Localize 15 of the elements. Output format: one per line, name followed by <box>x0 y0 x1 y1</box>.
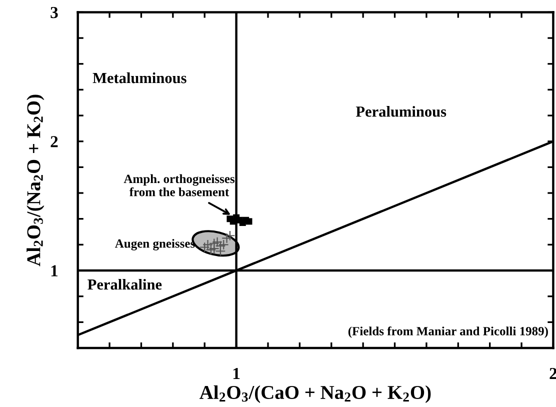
annotation: Amph. orthogneisses from the basement <box>124 174 235 196</box>
annotation: Metaluminous <box>92 72 186 84</box>
point <box>202 239 213 250</box>
annotation: (Fields from Maniar and Picolli 1989) <box>348 326 548 338</box>
y-tick-label: 2 <box>50 136 58 148</box>
point <box>224 230 236 241</box>
point <box>199 242 210 252</box>
point <box>246 218 252 225</box>
y-tick-label: 1 <box>51 265 58 276</box>
y-tick-label: 3 <box>50 6 58 18</box>
annotation: Augen gneisses <box>115 238 195 250</box>
text: Al$_{2}$O$_{3}$/(CaO + Na$_{2}$O + K$_{2}$O) <box>200 385 431 403</box>
text: Al$_{2}$O$_{3}$/(Na$_{2}$O + K$_{2}$O) <box>26 94 44 266</box>
annotation: Peraluminous <box>356 106 446 117</box>
annotation: Peralkaline <box>88 278 162 290</box>
